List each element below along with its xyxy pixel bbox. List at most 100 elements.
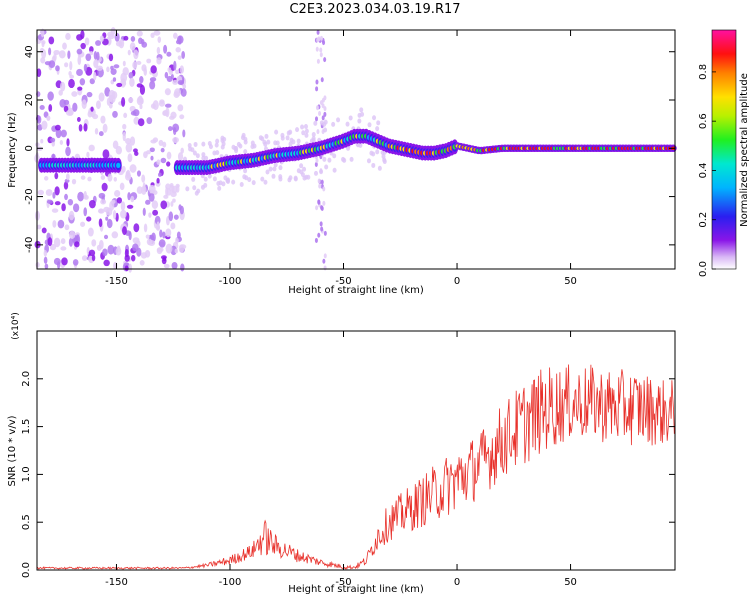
spectrogram-halo-blob [185,186,190,192]
snr-x-tick-label: -100 [219,577,242,588]
spectrogram-burst-blob [323,95,327,101]
spectrogram-halo-blob [231,144,236,150]
spectrogram-burst-blob [317,178,321,184]
spectrogram-noise-blob [124,265,129,272]
spectrogram-noise-blob [89,78,95,85]
spectrogram-x-tick-label: -100 [219,276,242,287]
spectrogram-noise-blob [93,71,97,81]
snr-y-tick-label: 0.0 [21,562,32,578]
spectrogram-halo-blob [311,131,316,137]
snr-x-tick-label: -150 [105,577,128,588]
spectrogram-burst-blob [315,86,319,92]
spectrogram-halo-blob [345,121,350,127]
spectrogram-noise-blob [156,46,161,55]
spectrogram-noise-blob [128,263,133,273]
spectrogram-noise-blob [66,138,70,147]
spectrogram-burst-blob [323,230,327,236]
spectrogram-halo-blob [323,127,328,133]
spectrogram-noise-blob [102,38,109,46]
spectrogram-halo-blob [357,118,362,124]
spectrogram-burst-blob [314,237,318,243]
spectrogram-noise-blob [43,256,48,264]
spectrogram-burst-blob [320,77,324,83]
spectrogram-noise-blob [165,228,172,238]
spectrogram-y-tick-label: -40 [24,237,35,253]
spectrogram-halo-blob [193,141,198,147]
spectrogram-noise-blob [41,227,47,234]
spectrogram-noise-blob [166,51,172,57]
spectrogram-noise-blob [128,72,134,79]
spectrogram-noise-blob [89,51,94,56]
spectrogram-noise-blob [129,136,136,146]
colorbar-tick-label: 0.6 [698,113,709,129]
spectrogram-noise-blob [173,214,179,220]
spectrogram-panel: -150 -100 -50 0 50 -40 -20 0 20 40 Height of str… [7,27,677,296]
spectrogram-noise-blob [50,137,56,143]
snr-x-tick-label: 0 [454,577,460,588]
spectrogram-noise-blob [118,38,125,49]
spectrogram-halo-blob [382,157,387,163]
spectrogram-ridge-core [116,162,121,168]
spectrogram-halo-blob [302,166,307,172]
spectrogram-noise-blob [80,42,86,50]
spectrogram-noise-blob [81,99,87,110]
spectrogram-noise-blob [132,61,138,69]
spectrogram-burst-blob [315,46,319,52]
spectrogram-noise-blob [163,194,169,199]
spectrogram-noise-blob [124,254,130,262]
snr-y-axis-label: SNR (10 * v/v) [7,415,18,486]
spectrogram-halo-blob [296,168,301,174]
spectrogram-noise-blob [162,231,166,239]
spectrogram-noise-blob [145,234,150,239]
spectrogram-noise-blob [171,261,178,270]
spectrogram-burst-blob [323,111,327,117]
colorbar-tick-label: 0.2 [698,212,709,228]
spectrogram-noise-blob [67,198,74,206]
spectrogram-x-tick-label: 0 [454,276,460,287]
spectrogram-noise-blob [158,100,165,107]
spectrogram-noise-blob [63,181,69,190]
spectrogram-noise-blob [48,47,52,56]
spectrogram-x-tick-label: -50 [335,276,351,287]
spectrogram-noise-blob [139,260,145,266]
spectrogram-halo-blob [266,139,271,145]
spectrogram-noise-blob [180,88,187,97]
spectrogram-noise-blob [151,200,159,209]
spectrogram-noise-blob [166,161,171,167]
spectrogram-noise-blob [125,143,133,153]
spectrogram-noise-blob [37,189,45,196]
spectrogram-noise-blob [134,151,139,156]
spectrogram-noise-blob [123,35,129,41]
spectrogram-noise-blob [180,263,185,272]
spectrogram-noise-blob [174,248,179,254]
spectrogram-noise-blob [145,199,151,205]
spectrogram-noise-blob [76,68,83,77]
spectrogram-burst-blob [314,116,318,122]
spectrogram-noise-blob [164,71,169,79]
spectrogram-noise-blob [59,98,66,108]
spectrogram-halo-blob [212,176,217,182]
spectrogram-noise-blob [152,209,159,216]
spectrogram-halo-blob [215,150,220,156]
colorbar-tick-label: 0.4 [698,162,709,178]
spectrogram-noise-blob [81,255,88,262]
spectrogram-noise-blob [178,244,185,253]
spectrogram-halo-blob [336,117,341,123]
spectrogram-x-tick-label: 50 [564,276,577,287]
spectrogram-halo-blob [331,121,336,127]
spectrogram-halo-blob [349,156,354,162]
spectrogram-noise-blob [36,224,42,230]
spectrogram-noise-blob [156,247,163,255]
spectrogram-noise-blob [102,149,110,159]
spectrogram-noise-blob [60,246,67,251]
spectrogram-halo-blob [375,126,380,132]
spectrogram-noise-blob [106,97,111,106]
spectrogram-burst-blob [323,253,327,259]
spectrogram-halo-blob [332,167,337,173]
spectrogram-halo-blob [323,119,328,125]
spectrogram-noise-blob [40,138,44,144]
spectrogram-noise-blob [54,201,61,206]
snr-x-ticks: -150 -100 -50 0 50 [105,331,577,588]
spectrogram-noise-blob [88,249,96,257]
spectrogram-noise-blob [133,116,140,125]
